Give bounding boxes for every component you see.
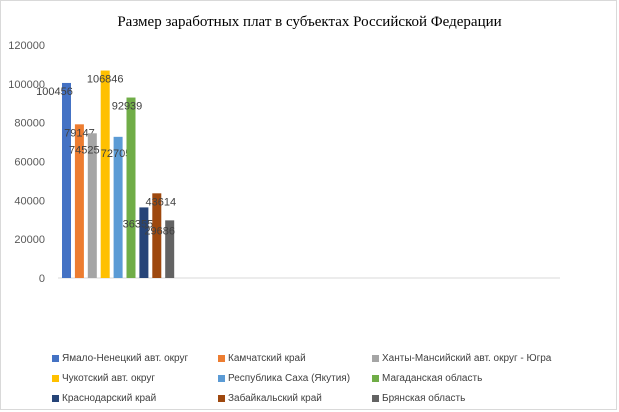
data-label: 106846 [87,74,124,86]
legend-swatch [218,395,225,402]
data-label: 36355 [123,218,154,230]
bar [126,97,136,278]
data-label: 100456 [36,86,73,98]
legend-swatch [372,355,379,362]
legend-label: Магаданская область [382,373,483,384]
legend-label: Краснодарский край [62,393,157,404]
legend-label: Забайкальский край [228,393,322,404]
legend-label: Республика Саха (Якутия) [228,373,351,384]
y-tick-label: 120000 [8,40,45,52]
data-label: 29686 [144,225,175,237]
bar [62,82,71,278]
bar [113,136,123,278]
legend-item: Ханты-Мансийский авт. округ - Югра [372,353,551,364]
legend-swatch [218,355,225,362]
legend-label: Камчатский край [228,353,306,364]
bar [139,207,149,278]
legend-label: Ханты-Мансийский авт. округ - Югра [382,353,552,364]
legend-item: Магаданская область [372,373,482,384]
legend-item: Забайкальский край [218,393,322,404]
chart-title: Размер заработных плат в субъектах Росси… [117,14,502,30]
legend-item: Чукотский авт. округ [52,373,155,384]
y-tick-label: 20000 [14,234,45,246]
data-label: 72705 [101,148,132,160]
bar [100,70,110,278]
legend-swatch [52,395,59,402]
legend-item: Республика Саха (Якутия) [218,373,350,384]
data-label: 79147 [64,127,95,139]
legend-swatch [372,375,379,382]
legend-swatch [218,375,225,382]
legend-swatch [372,395,379,402]
data-label: 43614 [146,196,177,208]
y-tick-label: 60000 [14,157,45,169]
legend-swatch [52,355,59,362]
legend-item: Краснодарский край [52,393,156,404]
legend-item: Камчатский край [218,353,306,364]
bar [87,133,97,278]
legend-label: Чукотский авт. округ [62,373,156,384]
y-tick-label: 40000 [14,195,45,207]
y-tick-label: 80000 [14,118,45,130]
y-tick-label: 0 [39,273,45,285]
legend-label: Ямало-Ненецкий авт. округ [62,353,189,364]
bar [74,124,84,278]
bar [165,220,175,278]
bar [152,193,162,278]
data-label: 74525 [69,144,100,156]
y-tick-label: 100000 [8,79,45,91]
data-label: 92939 [112,101,143,113]
legend-swatch [52,375,59,382]
legend-item: Ямало-Ненецкий авт. округ [52,353,188,364]
legend-item: Брянская область [372,393,465,404]
legend-label: Брянская область [382,393,466,404]
